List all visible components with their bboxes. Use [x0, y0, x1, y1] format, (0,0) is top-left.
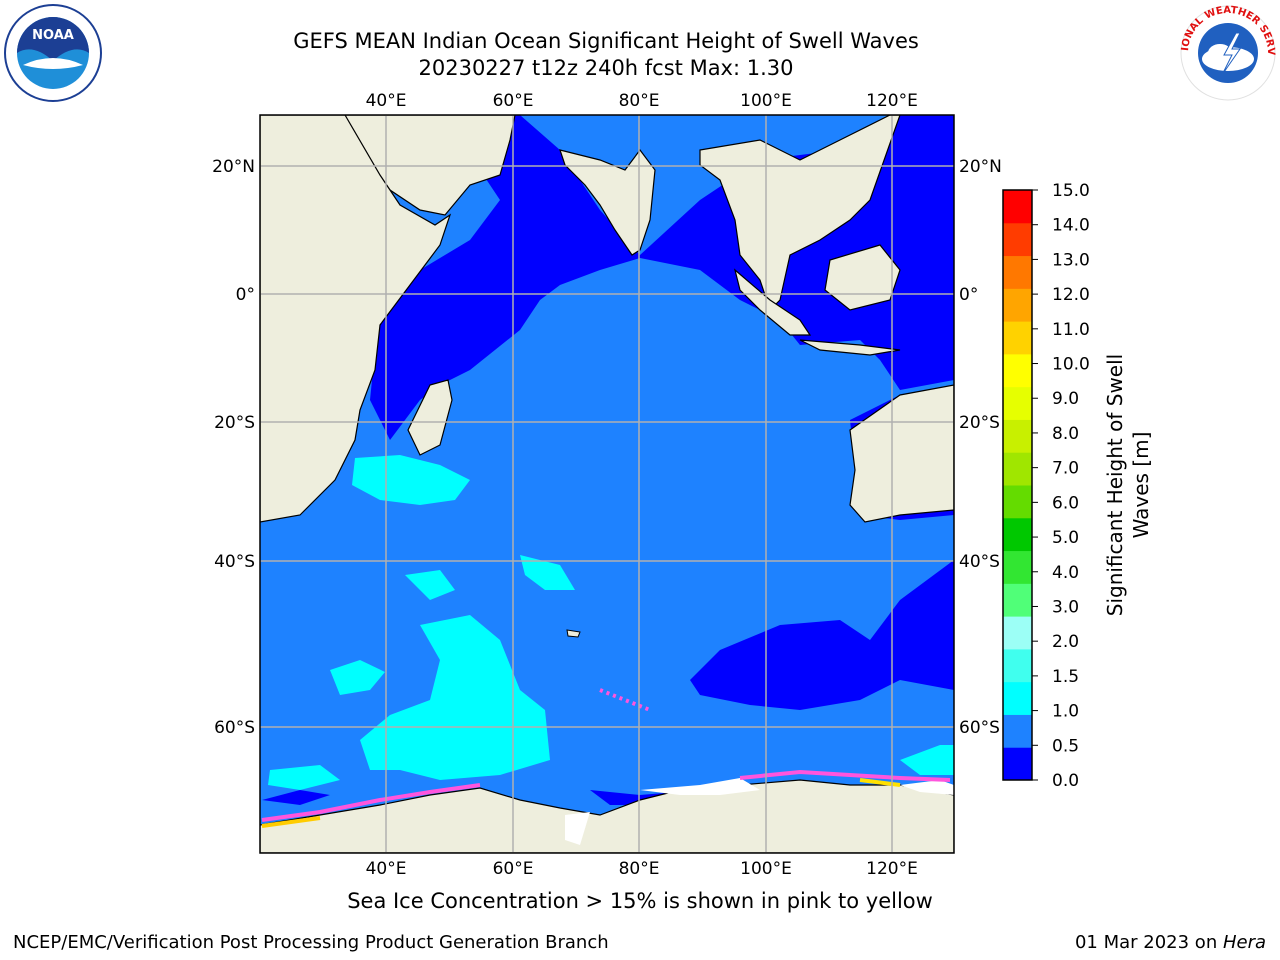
colorbar-tick-label: 14.0 [1052, 216, 1090, 236]
lat-label: 20°N [212, 157, 255, 177]
noaa-logo: NOAA [3, 3, 103, 107]
chart-title: GEFS MEAN Indian Ocean Significant Heigh… [293, 29, 919, 53]
lon-label: 40°E [366, 859, 407, 879]
map-area [260, 115, 954, 853]
map-frame [259, 114, 955, 854]
colorbar-tick-label: 1.5 [1052, 667, 1079, 687]
lon-labels-top: 40°E 60°E 80°E 100°E 120°E [366, 91, 918, 111]
lon-label: 100°E [740, 91, 792, 111]
chart-subtitle: 20230227 t12z 240h fcst Max: 1.30 [418, 56, 794, 80]
graticule [260, 115, 954, 853]
colorbar-segment [1003, 190, 1032, 224]
colorbar-tick-label: 15.0 [1052, 181, 1090, 201]
lon-label: 60°E [493, 859, 534, 879]
footer-date-text: 01 Mar 2023 on [1074, 932, 1223, 953]
lon-label: 40°E [366, 91, 407, 111]
colorbar-segment [1003, 616, 1032, 650]
colorbar-segment [1003, 353, 1032, 388]
colorbar-tick-label: 2.0 [1052, 632, 1079, 652]
colorbar-segment [1003, 288, 1032, 322]
colorbar-tick-label: 11.0 [1052, 320, 1090, 340]
lat-label: 20°N [959, 157, 1002, 177]
colorbar-tick-label: 1.0 [1052, 702, 1079, 722]
colorbar-tick-label: 8.0 [1052, 424, 1079, 444]
colorbar-tick-label: 12.0 [1052, 285, 1090, 305]
kerguelen-island [566, 629, 581, 638]
colorbar-segment [1003, 583, 1032, 617]
colorbar-ticks: 0.0 0.5 1.0 1.5 2.0 3.0 4.0 5.0 6.0 7.0 8.0 9.0 10.0… [1032, 181, 1090, 791]
sea-ice-edge [261, 688, 951, 828]
colorbar-segment [1003, 648, 1032, 683]
colorbar-segment [1003, 255, 1032, 289]
colorbar-segment [1003, 321, 1032, 355]
colorbar-segment [1003, 714, 1032, 748]
colorbar-tick-label: 6.0 [1052, 493, 1079, 513]
colorbar-segment [1003, 386, 1032, 420]
lon-label: 120°E [866, 859, 918, 879]
colorbar-tick-label: 10.0 [1052, 355, 1090, 375]
colorbar-tick-label: 3.0 [1052, 597, 1079, 617]
lat-labels-right: 20°N 0° 20°S 40°S 60°S [959, 157, 1002, 738]
colorbar-tick-label: 9.0 [1052, 389, 1079, 409]
nws-logo: NATIONAL WEATHER SERVICE [1174, 0, 1278, 107]
footer-credit: NCEP/EMC/Verification Post Processing Pr… [13, 932, 609, 953]
colorbar-segment [1003, 517, 1032, 552]
colorbar-tick-label: 4.0 [1052, 563, 1079, 583]
lat-label: 0° [236, 285, 255, 305]
lon-label: 120°E [866, 91, 918, 111]
lon-labels-bottom: 40°E 60°E 80°E 100°E 120°E [366, 859, 918, 879]
colorbar-label: Significant Height of Swell [1103, 354, 1127, 616]
colorbar-segment [1003, 681, 1032, 715]
lat-label: 0° [959, 285, 978, 305]
colorbar-tick-label: 5.0 [1052, 528, 1079, 548]
lat-label: 60°S [214, 718, 255, 738]
lon-label: 100°E [740, 859, 792, 879]
lon-label: 80°E [619, 859, 660, 879]
colorbar-segment [1003, 550, 1032, 584]
lat-label: 60°S [959, 718, 1000, 738]
land-masses [260, 115, 954, 853]
colorbar-segment [1003, 452, 1032, 486]
footer-date: 01 Mar 2023 on Hera [1075, 932, 1266, 953]
sea-ice-caption: Sea Ice Concentration > 15% is shown in … [347, 889, 933, 913]
colorbar [1002, 189, 1033, 781]
lat-labels-left: 20°N 0° 20°S 40°S 60°S [212, 157, 255, 738]
colorbar-tick-label: 13.0 [1052, 250, 1090, 270]
footer-host: Hera [1222, 932, 1266, 953]
lat-label: 40°S [214, 552, 255, 572]
lon-label: 60°E [493, 91, 534, 111]
lat-label: 40°S [959, 552, 1000, 572]
high-swell-regions [268, 455, 954, 790]
sea-ice-white [565, 778, 954, 845]
colorbar-segment [1003, 747, 1032, 781]
lon-label: 80°E [619, 91, 660, 111]
colorbar-segment [1003, 419, 1032, 453]
noaa-logo-text: NOAA [32, 28, 74, 43]
lat-label: 20°S [959, 413, 1000, 433]
colorbar-label-units: Waves [m] [1129, 432, 1153, 539]
colorbar-segment [1003, 485, 1032, 519]
colorbar-tick-label: 0.5 [1052, 736, 1079, 756]
colorbar-frame [1002, 189, 1033, 781]
colorbar-tick-label: 7.0 [1052, 459, 1079, 479]
lat-label: 20°S [214, 413, 255, 433]
colorbar-tick-label: 0.0 [1052, 771, 1079, 791]
colorbar-segment [1003, 222, 1032, 257]
